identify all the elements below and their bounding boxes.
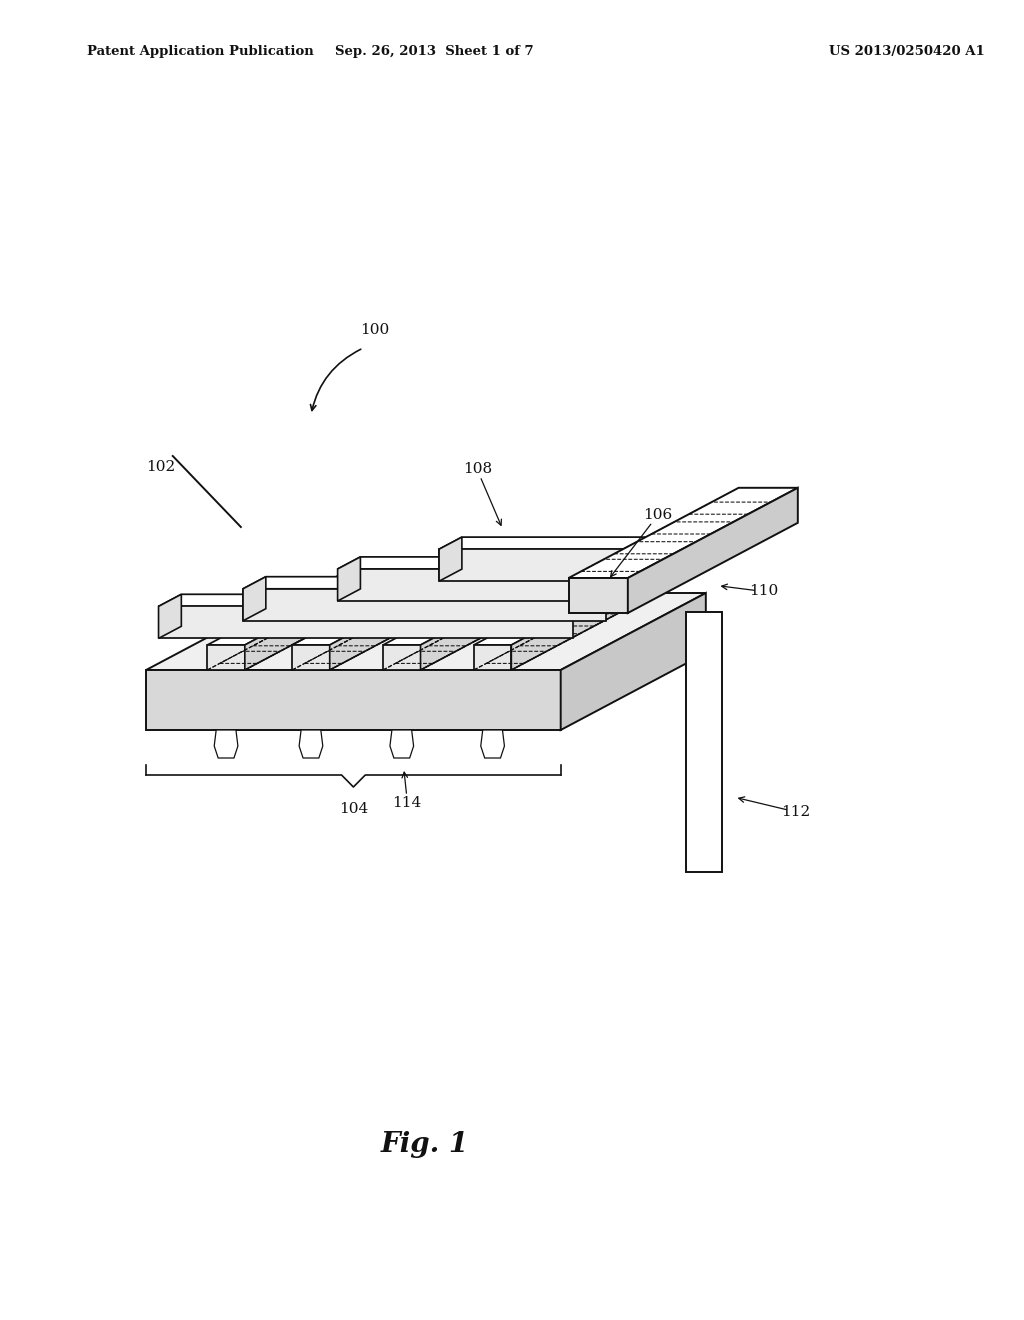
Text: 100: 100	[360, 323, 390, 337]
Polygon shape	[292, 645, 330, 671]
Polygon shape	[159, 594, 181, 639]
Polygon shape	[338, 557, 667, 569]
Polygon shape	[338, 557, 360, 601]
Polygon shape	[330, 568, 475, 671]
Polygon shape	[214, 730, 238, 758]
Text: Sep. 26, 2013  Sheet 1 of 7: Sep. 26, 2013 Sheet 1 of 7	[335, 45, 534, 58]
Polygon shape	[383, 645, 421, 671]
Polygon shape	[561, 593, 706, 730]
Polygon shape	[568, 488, 798, 578]
Polygon shape	[686, 612, 722, 873]
Polygon shape	[146, 671, 561, 730]
Text: Patent Application Publication: Patent Application Publication	[87, 45, 313, 58]
Polygon shape	[511, 568, 656, 671]
Polygon shape	[243, 577, 266, 620]
Polygon shape	[292, 568, 475, 645]
Polygon shape	[299, 730, 323, 758]
Polygon shape	[390, 730, 414, 758]
Text: 106: 106	[643, 508, 672, 521]
Polygon shape	[338, 569, 644, 601]
Text: 108: 108	[464, 462, 493, 477]
Polygon shape	[243, 589, 606, 620]
Polygon shape	[439, 537, 462, 581]
Polygon shape	[439, 549, 681, 581]
Polygon shape	[243, 577, 629, 589]
Polygon shape	[474, 645, 511, 671]
Polygon shape	[146, 593, 706, 671]
Text: 110: 110	[750, 583, 778, 598]
Text: US 2013/0250420 A1: US 2013/0250420 A1	[829, 45, 985, 58]
Text: 112: 112	[781, 805, 811, 820]
Polygon shape	[480, 730, 505, 758]
Polygon shape	[159, 606, 573, 639]
Polygon shape	[207, 645, 245, 671]
Text: 114: 114	[392, 796, 421, 810]
Polygon shape	[568, 578, 628, 612]
Polygon shape	[474, 568, 656, 645]
Polygon shape	[383, 568, 565, 645]
Polygon shape	[245, 568, 390, 671]
Text: 102: 102	[146, 461, 175, 474]
Text: 104: 104	[339, 803, 368, 816]
Polygon shape	[628, 488, 798, 612]
Polygon shape	[159, 594, 596, 606]
Polygon shape	[421, 568, 565, 671]
Polygon shape	[207, 568, 390, 645]
Text: Fig. 1: Fig. 1	[380, 1131, 469, 1159]
Polygon shape	[439, 537, 703, 549]
